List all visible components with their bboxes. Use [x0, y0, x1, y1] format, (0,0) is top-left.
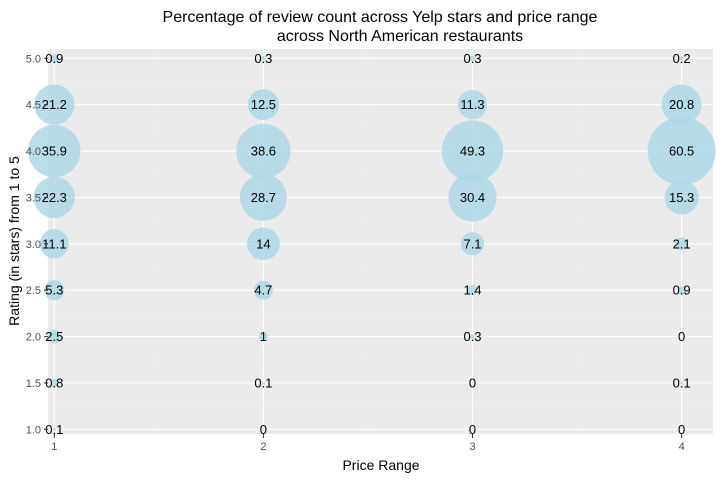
bubble-value-label: 11.3 — [460, 97, 484, 112]
bubble-value-label: 0.9 — [45, 51, 63, 66]
bubble — [647, 117, 716, 186]
bubble — [34, 84, 75, 125]
x-tick-label: 3 — [469, 441, 475, 453]
bubble-value-label: 5.3 — [45, 283, 63, 298]
y-tick-label: 2.0 — [26, 332, 41, 344]
bubble — [253, 280, 273, 300]
bubble-value-label: 0.3 — [463, 51, 481, 66]
bubble-value-label: 0.1 — [45, 422, 63, 437]
bubble-value-label: 0 — [678, 422, 685, 437]
bubble-value-label: 38.6 — [251, 144, 276, 159]
bubble — [679, 56, 684, 61]
bubble — [677, 286, 686, 295]
bubble — [47, 329, 62, 344]
bubble — [259, 332, 268, 341]
bubble — [247, 89, 279, 121]
bubble-value-label: 0 — [469, 375, 476, 390]
bubbles — [28, 54, 716, 431]
bubble-value-label: 49.3 — [460, 144, 485, 159]
bubble-value-label: 0.3 — [463, 329, 481, 344]
x-tick-label: 1 — [51, 441, 57, 453]
bubble-value-label: 15.3 — [669, 190, 694, 205]
bubble — [33, 176, 75, 219]
bubble — [52, 427, 56, 431]
bubble — [236, 123, 291, 179]
bubble — [50, 379, 59, 387]
bubble-value-label: 1 — [260, 329, 267, 344]
bubble-value-label: 2.5 — [45, 329, 63, 344]
bubble — [261, 381, 265, 385]
bubble-value-label: 0 — [678, 329, 685, 344]
bubble — [448, 173, 497, 222]
x-axis-title: Price Range — [342, 457, 419, 473]
bubble-value-label: 30.4 — [460, 190, 485, 205]
bubble — [470, 55, 475, 61]
x-axis-ticks: 1 2 3 4 — [51, 434, 685, 453]
bubble-value-label: 35.9 — [42, 144, 67, 159]
bubble — [247, 227, 280, 261]
bubble-value-label: 0.3 — [254, 51, 272, 66]
bubble-value-label: 22.3 — [42, 190, 67, 205]
bubble-value-label: 2.1 — [673, 236, 691, 251]
chart-title: Percentage of review count across Yelp s… — [163, 9, 598, 26]
bubble — [467, 285, 478, 296]
bubble — [441, 120, 504, 182]
bubble-value-label: 0.2 — [673, 51, 691, 66]
y-tick-label: 3.0 — [26, 239, 41, 251]
bubble-value-label: 11.1 — [42, 236, 66, 251]
bubble-value-label: 14 — [256, 236, 270, 251]
bubble-value-label: 0.1 — [673, 375, 691, 390]
bubble — [457, 89, 488, 120]
bubble — [28, 124, 81, 178]
bubble-value-label: 7.1 — [463, 236, 481, 251]
y-tick-label: 3.5 — [26, 192, 41, 204]
x-tick-label: 4 — [679, 441, 685, 453]
minor-gridlines — [48, 49, 713, 434]
bubble — [44, 280, 65, 301]
bubble-value-label: 21.2 — [42, 97, 67, 112]
y-axis-ticks: 1.0 1.5 2.0 2.5 3.0 3.5 4.0 4.5 5.0 — [26, 53, 48, 436]
bubble-value-label: 28.7 — [251, 190, 276, 205]
bubble-labels: 0.9 21.2 35.9 22.3 11.1 5.3 2.5 0.8 0.1 0.3 12.5 38… — [42, 51, 695, 437]
bubble — [460, 232, 485, 256]
y-tick-label: 1.5 — [26, 378, 41, 390]
bubble-value-label: 12.5 — [251, 97, 276, 112]
bubble — [680, 381, 684, 385]
bubble-value-label: 1.4 — [463, 283, 481, 298]
x-tick-label: 2 — [260, 441, 266, 453]
bubble — [39, 229, 69, 259]
chart-subtitle: across North American restaurants — [277, 28, 523, 45]
bubble-value-label: 0 — [469, 422, 476, 437]
bubble-value-label: 0.9 — [673, 283, 691, 298]
plot-panel — [48, 49, 713, 434]
bubble — [675, 237, 688, 251]
y-tick-label: 1.0 — [26, 424, 41, 436]
y-tick-label: 2.5 — [26, 285, 41, 297]
bubble-value-label: 4.7 — [254, 283, 272, 298]
bubble-value-label: 0.1 — [254, 375, 272, 390]
y-axis-title: Rating (in stars) from 1 to 5 — [6, 156, 22, 326]
bubble — [661, 84, 702, 125]
bubble — [50, 54, 59, 63]
y-tick-label: 5.0 — [26, 53, 41, 65]
bubble — [260, 55, 266, 61]
bubble-value-label: 0 — [260, 422, 267, 437]
bubble — [470, 334, 475, 339]
bubble-value-label: 20.8 — [669, 97, 694, 112]
bubble-value-label: 60.5 — [669, 144, 694, 159]
y-tick-label: 4.5 — [26, 100, 41, 112]
y-tick-label: 4.0 — [26, 146, 41, 158]
bubble — [239, 174, 287, 221]
bubble-value-label: 0.8 — [45, 375, 63, 390]
bubble — [664, 180, 699, 215]
